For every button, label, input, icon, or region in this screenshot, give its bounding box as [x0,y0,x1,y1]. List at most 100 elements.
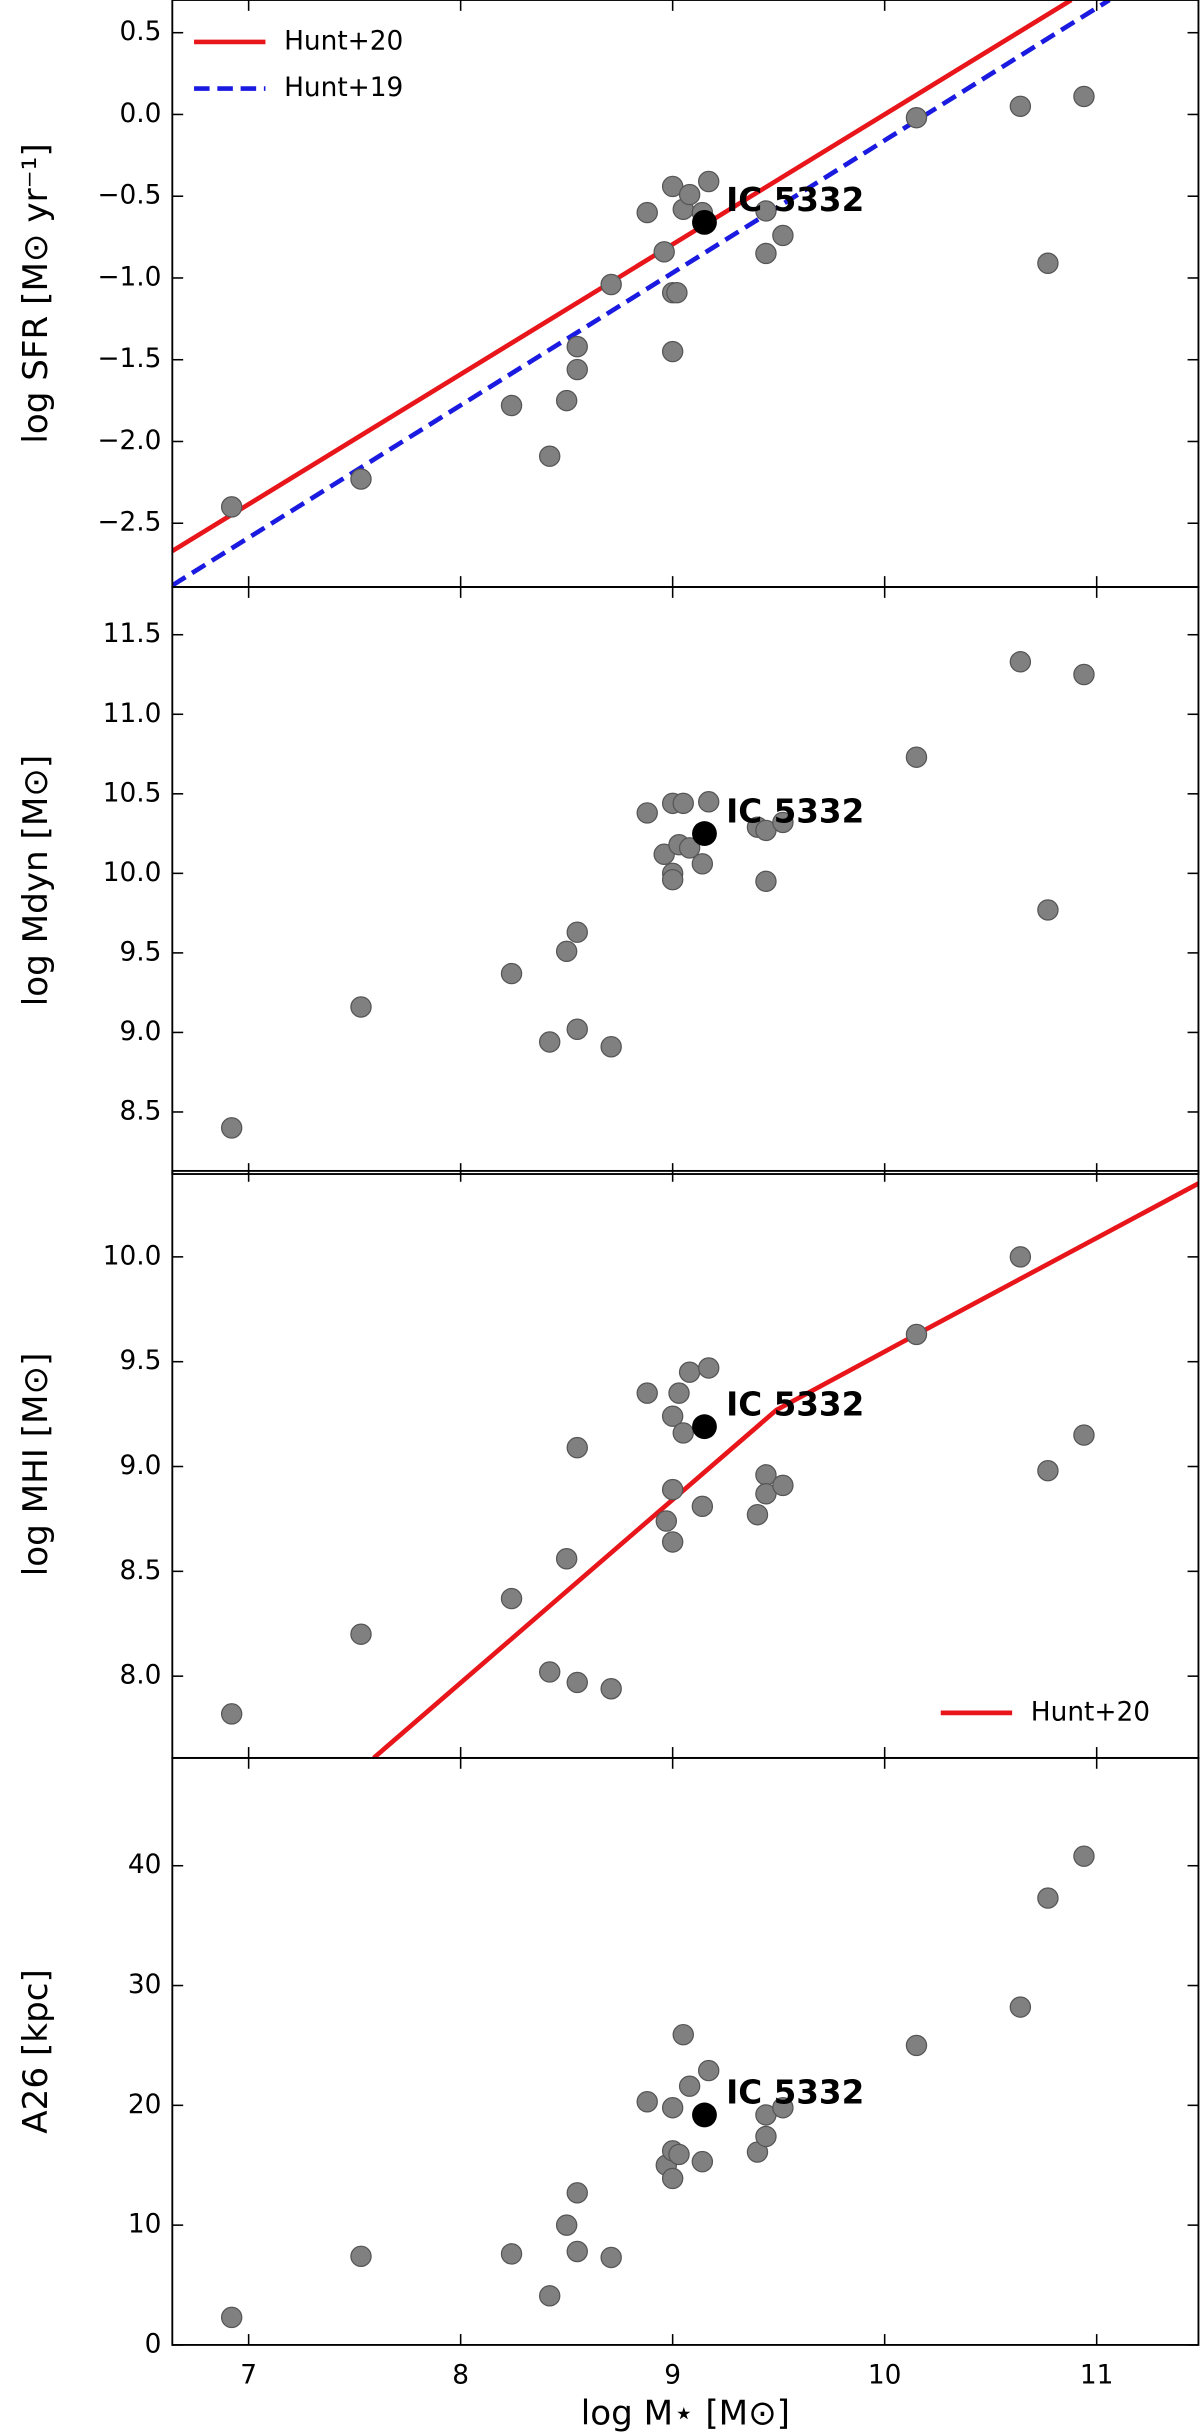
model-line [172,0,1111,588]
galaxy-point [661,1478,684,1501]
galaxy-point [672,1422,694,1444]
galaxy-point [678,183,701,206]
galaxy-point [500,1587,523,1610]
galaxy-point [566,2240,588,2263]
galaxy-point [350,468,372,490]
galaxy-point [1009,1246,1032,1268]
galaxy-point [636,201,658,224]
x-tick-label: 9 [664,2360,681,2390]
galaxy-point [538,445,561,467]
galaxy-point [697,791,720,813]
y-axis-label: log MHI [M⊙] [16,1353,56,1577]
galaxy-point [220,1703,243,1725]
highlight-point [692,1414,717,1440]
galaxy-point [600,2246,622,2269]
galaxy-point [905,1323,928,1346]
galaxy-point [350,1623,372,1645]
galaxy-point [905,746,928,768]
highlight-point [692,821,717,847]
y-tick-label: −2.0 [97,426,161,456]
panel [220,1181,1199,1758]
galaxy-point [1073,1845,1095,1867]
galaxy-point [678,837,701,859]
y-tick-label: −1.0 [97,262,161,292]
galaxy-point [350,2245,372,2267]
x-tick-label: 7 [240,2360,257,2390]
galaxy-point [678,1361,701,1383]
galaxy-point [566,1671,588,1694]
galaxy-point [1009,95,1032,117]
galaxy-point [697,1357,720,1379]
y-tick-label: 9.0 [120,1451,162,1481]
highlight-point [692,209,717,235]
galaxy-point [555,2214,578,2236]
y-tick-label: 9.5 [120,1346,162,1376]
galaxy-point [668,2143,690,2166]
galaxy-point [566,358,588,381]
galaxy-point [668,1382,690,1404]
galaxy-point [1009,651,1032,673]
y-tick-label: 40 [128,1850,162,1880]
y-tick-label: 9.0 [120,1017,162,1047]
panel [220,651,1095,1139]
galaxy-point [697,170,720,193]
galaxy-point [772,1474,794,1497]
axes-frame [171,1756,1200,2346]
galaxy-point [220,496,243,518]
galaxy-point [566,921,588,943]
galaxy-point [661,869,684,891]
highlight-label: IC 5332 [726,792,864,830]
galaxy-point [220,2306,243,2329]
galaxy-point [755,242,777,265]
galaxy-point [661,2167,684,2190]
galaxy-point [755,200,777,222]
y-tick-label: 8.5 [120,1556,162,1586]
galaxy-point [500,962,523,985]
galaxy-point [1037,899,1059,921]
galaxy-point [555,1548,578,1570]
x-tick-label: 10 [868,2360,902,2390]
galaxy-point [1073,1424,1095,1446]
highlight-label: IC 5332 [726,1385,864,1423]
y-tick-label: 30 [128,1970,162,2000]
y-tick-label: 10.5 [103,778,162,808]
galaxy-point [538,1661,561,1683]
galaxy-point [691,1495,714,1518]
y-tick-label: −1.5 [97,344,161,374]
model-line [372,1181,1199,1758]
y-tick-label: 10.0 [103,858,162,888]
y-tick-label: −0.5 [97,181,161,211]
x-tick-label: 11 [1080,2360,1114,2390]
galaxy-point [666,281,688,304]
galaxy-point [600,273,622,296]
galaxy-point [905,107,928,129]
galaxy-point [655,1510,678,1532]
galaxy-point [636,1382,658,1404]
galaxy-point [697,2059,720,2082]
legend-label: Hunt+19 [284,73,403,103]
galaxy-point [691,2150,714,2173]
galaxy-point [672,2023,694,2046]
galaxy-point [691,853,714,875]
galaxy-point [555,940,578,963]
galaxy-point [1037,1887,1059,1909]
galaxy-point [220,1117,243,1139]
galaxy-point [905,2034,928,2057]
galaxy-point [772,2097,794,2119]
legend-label: Hunt+20 [284,26,403,56]
model-line [172,0,1073,554]
y-tick-label: 8.5 [120,1096,162,1126]
y-tick-label: 11.5 [103,619,162,649]
galaxy-point [1037,1459,1059,1482]
galaxy-point [350,996,372,1018]
galaxy-point [566,2182,588,2204]
y-tick-label: 8.0 [120,1661,162,1691]
y-axis-label: log SFR [M⊙ yr⁻¹] [16,143,56,443]
galaxy-point [1073,663,1095,686]
galaxy-point [661,2097,684,2119]
highlight-point [692,2102,717,2128]
highlight-label: IC 5332 [726,2074,864,2112]
galaxy-point [755,870,777,893]
y-tick-label: 10.0 [103,1241,162,1271]
